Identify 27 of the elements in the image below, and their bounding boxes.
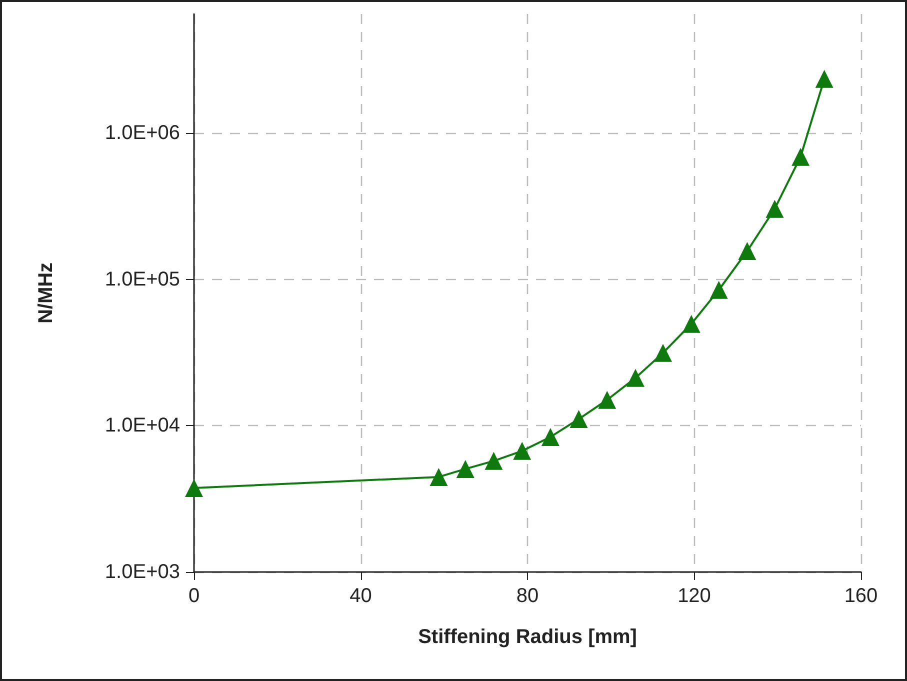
point xyxy=(710,280,728,299)
point xyxy=(513,442,532,460)
x-tick-label: 120 xyxy=(678,585,711,607)
point xyxy=(456,460,474,478)
point xyxy=(654,344,672,362)
y-tick-label: 1.0E+04 xyxy=(104,414,180,437)
point xyxy=(570,410,588,428)
point xyxy=(682,314,700,333)
point xyxy=(430,468,448,486)
point xyxy=(792,148,810,166)
point xyxy=(738,242,756,260)
y-tick-label: 1.0E+06 xyxy=(104,122,180,144)
x-tick-label: 0 xyxy=(188,585,200,607)
point xyxy=(815,70,834,88)
x-axis-title: Stiffening Radius [mm] xyxy=(418,626,637,648)
x-tick-label: 80 xyxy=(516,585,539,607)
point xyxy=(484,452,503,470)
point xyxy=(541,428,560,446)
y-tick-label: 1.0E+05 xyxy=(104,268,180,290)
y-axis-title: N/MHz xyxy=(35,262,57,324)
x-tick-label: 160 xyxy=(844,585,878,607)
point xyxy=(598,390,616,409)
point xyxy=(766,200,784,218)
point xyxy=(185,478,203,497)
x-tick-label: 40 xyxy=(350,585,372,607)
point xyxy=(626,368,644,387)
y-tick-label: 1.0E+03 xyxy=(104,561,180,583)
